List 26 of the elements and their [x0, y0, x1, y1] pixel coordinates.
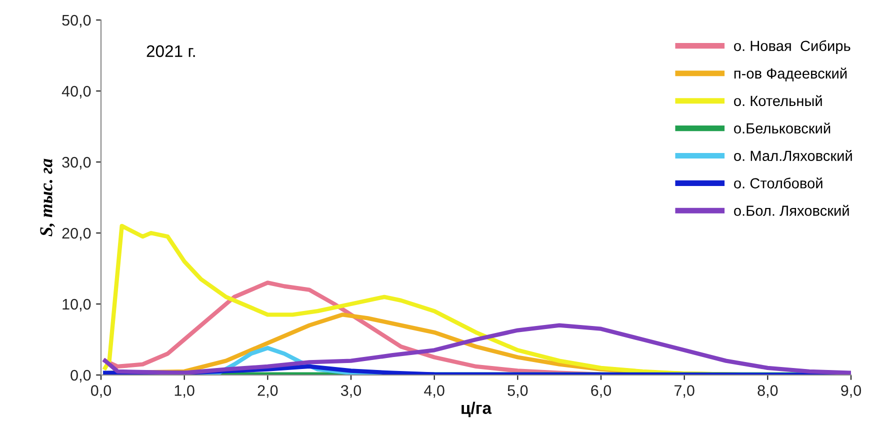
- x-tick-label: 3,0: [340, 385, 362, 398]
- annotation: 2021 г.: [146, 45, 195, 58]
- y-tick-label: 20,0: [62, 228, 91, 240]
- x-axis-title: ц/га: [462, 402, 492, 418]
- y-tick-label: 0,0: [70, 370, 91, 382]
- legend-label: о. Котельный: [734, 95, 822, 106]
- x-tick-label: 4,0: [424, 385, 444, 398]
- x-tick-label: 7,0: [674, 385, 694, 398]
- x-tick-label: 0,0: [90, 385, 112, 398]
- x-tick-label: 2,0: [258, 385, 278, 398]
- legend-label: о. Столбовой: [734, 177, 822, 188]
- legend-label: о. Мал.Ляховский: [734, 150, 852, 161]
- legend-label: о. Новая Сибирь: [734, 40, 850, 54]
- y-axis-title: S, тыс. га: [40, 158, 55, 236]
- y-tick-label: 50,0: [62, 14, 91, 28]
- legend-label: о.Бол. Ляховский: [734, 204, 849, 216]
- y-tick-label: 10,0: [62, 298, 91, 312]
- y-tick-label: 30,0: [62, 156, 91, 170]
- legend-label: о.Бельковский: [734, 122, 830, 134]
- x-tick-label: 8,0: [758, 385, 778, 398]
- x-tick-label: 9,0: [841, 385, 862, 398]
- x-tick-label: 1,0: [174, 385, 194, 398]
- x-tick-label: 6,0: [591, 385, 612, 398]
- legend-label: п-ов Фадеевский: [734, 68, 847, 82]
- x-tick-label: 5,0: [508, 385, 528, 398]
- y-tick-label: 40,0: [62, 86, 91, 98]
